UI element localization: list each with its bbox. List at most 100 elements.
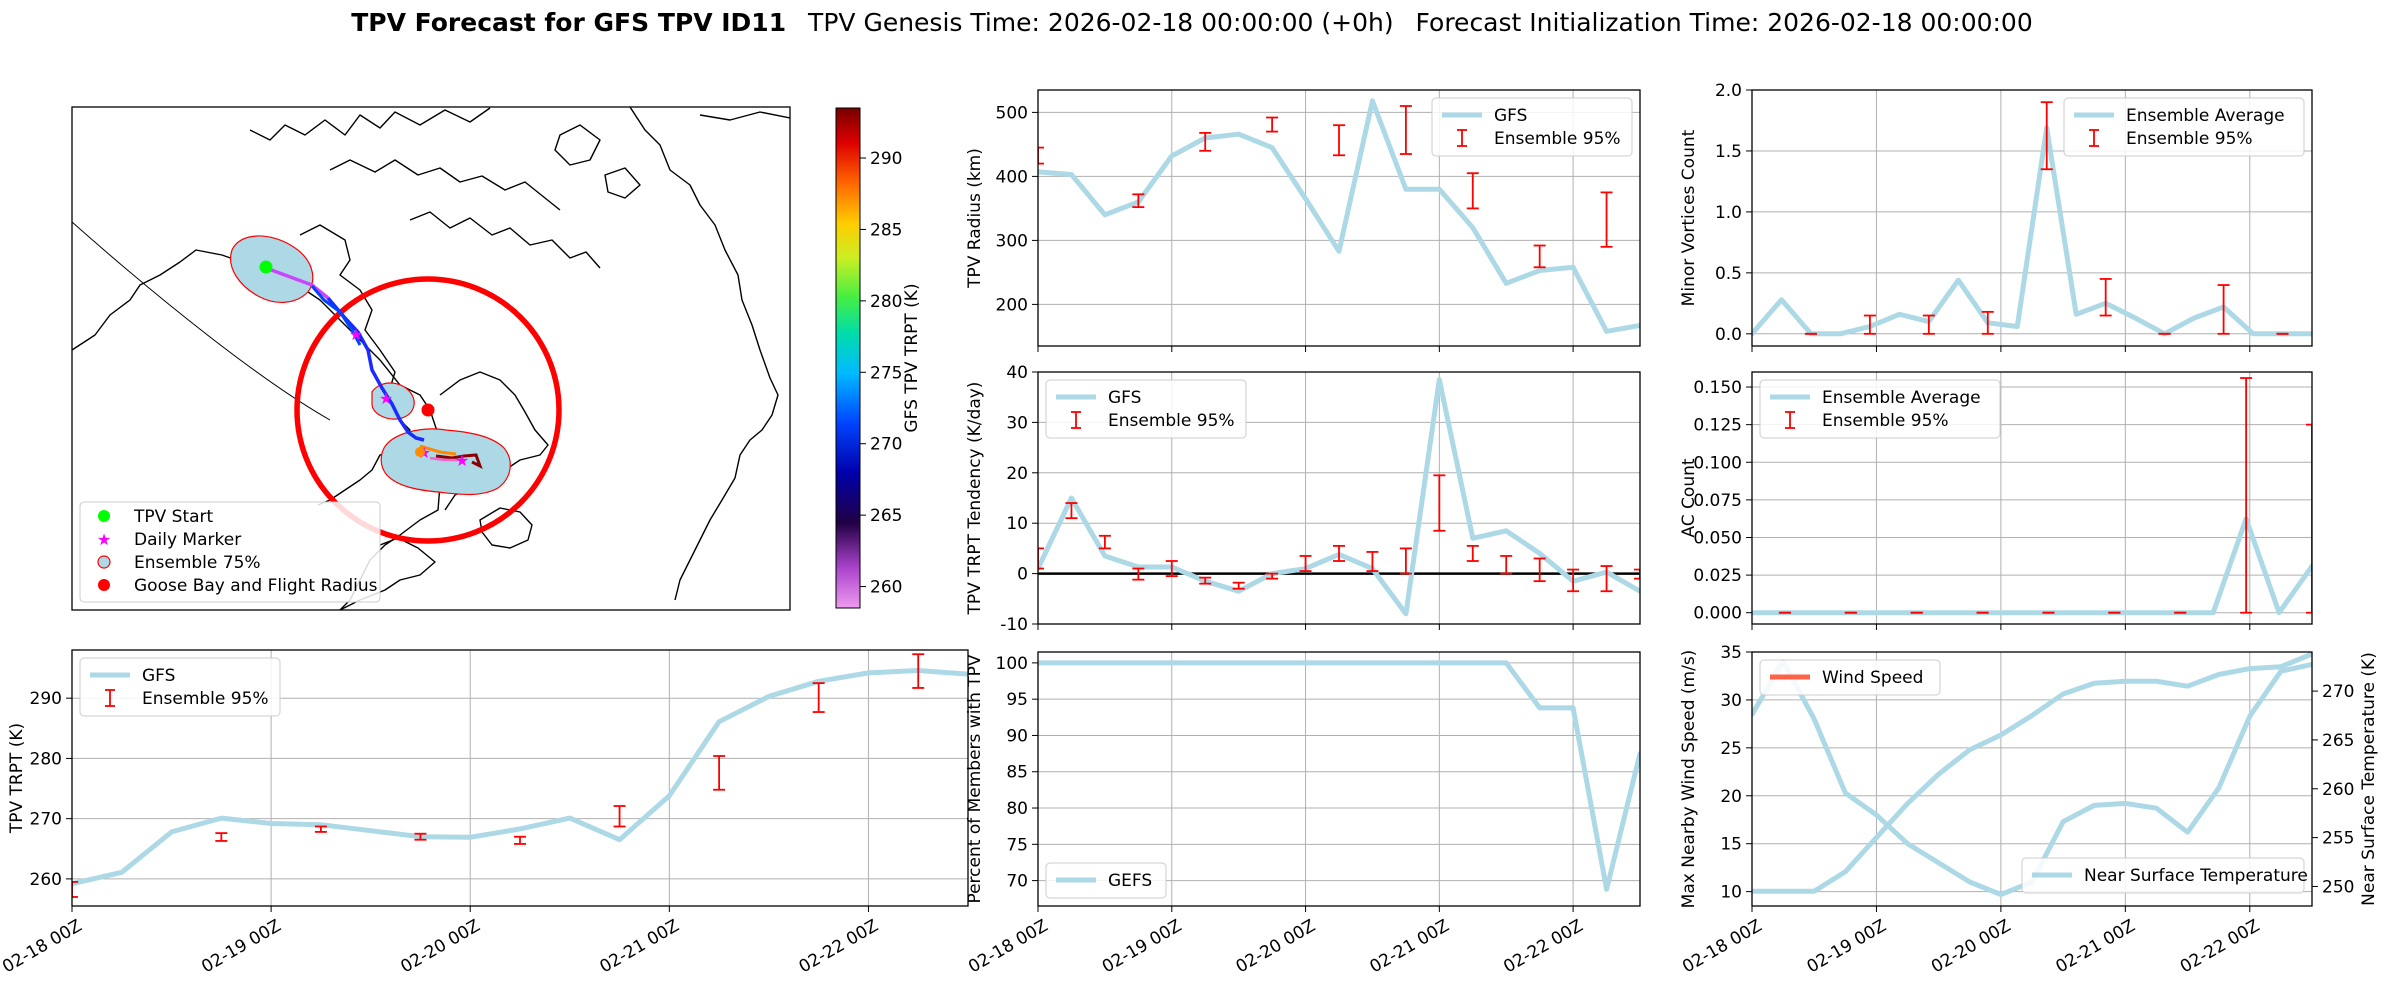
legend-members: GEFS: [1045, 862, 1167, 899]
colorbar-tick-label: 260: [870, 578, 902, 598]
plot-area: [1752, 377, 2312, 616]
legend-label: Wind Speed: [1822, 668, 1923, 688]
error-bar: [1098, 534, 1111, 550]
coastline-greenland: [629, 107, 790, 601]
y-tick-label: 85: [1006, 763, 1028, 783]
y-tick-label: 90: [1006, 726, 1028, 746]
y-tick-label: 0.075: [1693, 491, 1742, 511]
y-tick-label: 0.5: [1715, 264, 1742, 284]
colorbar-label: GFS TPV TRPT (K): [902, 283, 922, 432]
tpv-track-mid2: [310, 285, 362, 346]
legend-goose-bay: Goose Bay and Flight Radius: [134, 576, 378, 596]
error-bar: [1466, 172, 1479, 210]
x-tick-label: 02-21 00Z: [596, 916, 682, 977]
y-tick-label: 10: [1006, 514, 1028, 534]
legend-label: Ensemble 95%: [1494, 129, 1621, 149]
chart-members: 70 75 80 85 90 95 100 02-18 00Z 02-19 00Z 02-20 0…: [965, 651, 1641, 977]
error-bar: [2217, 284, 2230, 335]
chart-trpt: 260 270 280 290 02-18 00Z 02-19 00Z 02-20 00Z 0…: [0, 649, 969, 977]
y-tick-label: 0.100: [1693, 453, 1742, 473]
series-line-gfs: [72, 668, 968, 887]
daily-marker: ★: [379, 389, 393, 408]
axes-frame: [1037, 89, 1641, 347]
y-axis-label: TPV TRPT (K): [7, 723, 27, 834]
error-bar: [713, 755, 726, 791]
axes-frame: [1751, 89, 2313, 347]
error-bar: [613, 805, 626, 828]
y-tick-label: 20: [1006, 464, 1028, 484]
legend-label: GFS: [1108, 388, 1141, 408]
y-tick-label: 30: [1006, 413, 1028, 433]
y-tick-label: 0.0: [1715, 325, 1742, 345]
error-bar: [414, 832, 427, 841]
series-line-ensemble-average: [1752, 125, 2312, 337]
error-bar: [72, 881, 78, 898]
error-bar: [514, 835, 526, 845]
colorbar-ticks: 260 265 270 275 280 285 290: [860, 149, 902, 598]
y-tick-label: 200: [996, 295, 1028, 315]
y-axis-label: TPV Radius (km): [965, 148, 985, 289]
axes-frame: [1037, 371, 1641, 625]
legend-label: Ensemble Average: [2126, 106, 2285, 126]
y-right-tick-label: 270: [2322, 682, 2354, 702]
legend-label: Ensemble 95%: [142, 689, 269, 709]
x-tick-label: 02-19 00Z: [1099, 916, 1185, 977]
error-bar: [1038, 547, 1044, 570]
error-bar: [1466, 544, 1479, 562]
axes-frame: [71, 649, 969, 907]
x-tick-label: 02-22 00Z: [796, 916, 882, 977]
legend-tpv-start: TPV Start: [133, 507, 214, 527]
legend-box: [2021, 857, 2305, 894]
y-axis-label: Percent of Members with TPV: [965, 654, 985, 903]
axes-frame: [1751, 371, 2313, 625]
y-axis-label: AC Count: [1679, 458, 1699, 537]
colorbar-tick-label: 290: [870, 149, 902, 169]
y-right-tick-label: 255: [2322, 829, 2354, 849]
coastline-newfoundland: [479, 507, 533, 549]
error-bar: [1567, 568, 1580, 593]
x-tick-label: 02-20 00Z: [397, 916, 483, 977]
error-bar: [2240, 377, 2253, 614]
error-bar: [812, 682, 825, 713]
y-tick-label: 0.125: [1693, 416, 1742, 436]
chart-minor: 0.0 0.5 1.0 1.5 2.0 Minor Vortices Count Ensem…: [1679, 81, 2313, 352]
error-bar: [2306, 423, 2312, 614]
legend-minor: Ensemble Average Ensemble 95%: [2063, 97, 2305, 157]
ensemble-region-south: [380, 428, 511, 496]
y-tick-label: 20: [1720, 787, 1742, 807]
x-tick-label: 02-18 00Z: [0, 916, 85, 977]
coastline-arctic-islands: [554, 124, 641, 199]
daily-marker: ★: [455, 451, 469, 470]
error-bar: [215, 832, 228, 842]
legend-goose-marker: [98, 579, 110, 591]
plot-area: [72, 653, 968, 898]
error-bar: [1863, 314, 1876, 335]
error-bar: [1065, 502, 1078, 520]
plot-area: [1752, 101, 2312, 337]
goose-bay-marker: [421, 403, 435, 417]
y-tick-label: 2.0: [1715, 81, 1742, 101]
legend-box: [1759, 659, 1941, 696]
y-tick-label: 40: [1006, 363, 1028, 383]
legend-label: Ensemble Average: [1822, 388, 1981, 408]
colorbar-tick-label: 265: [870, 506, 902, 526]
error-bar: [1399, 547, 1412, 575]
y-tick-label: 10: [1720, 883, 1742, 903]
y-tick-label: 0.050: [1693, 528, 1742, 548]
axes-frame: [1751, 651, 2313, 907]
colorbar-tick-label: 280: [870, 292, 902, 312]
error-bar: [1600, 565, 1613, 593]
legend-label: GEFS: [1108, 871, 1152, 891]
tpv-track-mid: [326, 296, 425, 442]
figure-title: TPV Forecast for GFS TPV ID11 TPV Genesi…: [351, 8, 2033, 37]
y-tick-label: 500: [996, 103, 1028, 123]
error-bar: [1132, 193, 1145, 209]
charts-layer: 260 270 280 290 02-18 00Z 02-19 00Z 02-20 00Z 0…: [0, 81, 2379, 977]
series-line-gefs: [1038, 660, 1640, 892]
error-bar: [1533, 557, 1546, 583]
error-bar: [1399, 105, 1412, 155]
tpv-track-early: [265, 266, 330, 300]
error-bar: [1600, 191, 1613, 248]
map-grid-arc: [72, 221, 331, 421]
